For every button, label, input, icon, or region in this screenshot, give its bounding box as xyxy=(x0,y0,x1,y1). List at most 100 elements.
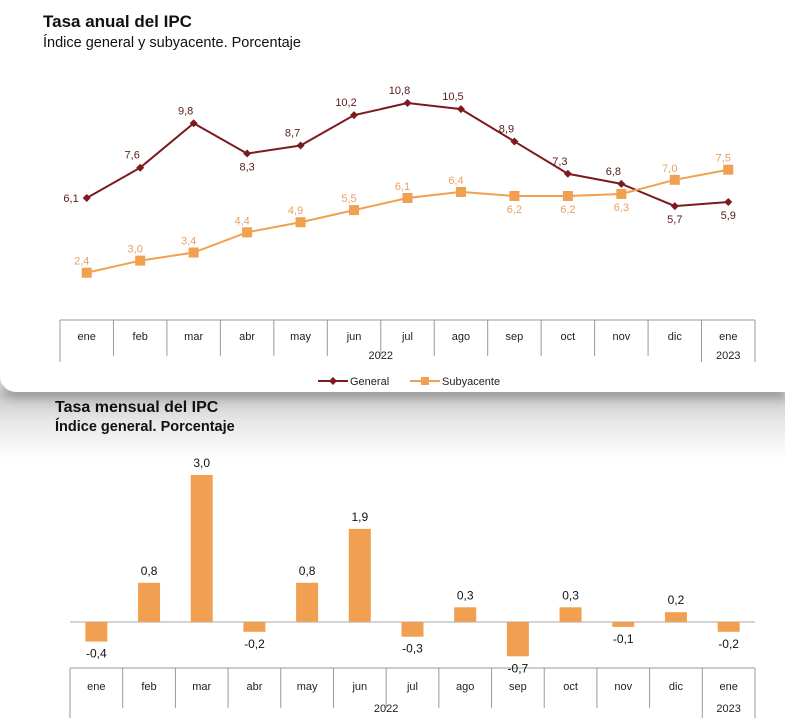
data-point-subyacente xyxy=(135,255,146,266)
data-point-subyacente xyxy=(723,164,734,175)
data-label: 9,8 xyxy=(178,105,193,117)
x-tick-label: jul xyxy=(406,681,418,693)
x-tick-label: jun xyxy=(346,331,362,343)
bar-label: 0,8 xyxy=(299,564,316,578)
bar-label: 0,2 xyxy=(668,593,685,607)
annual-chart-title: Tasa anual del IPC xyxy=(43,12,192,31)
data-label: 5,9 xyxy=(721,210,736,222)
x-tick-label: may xyxy=(297,681,318,693)
data-label: 7,6 xyxy=(125,150,140,162)
data-label: 8,9 xyxy=(499,123,514,135)
data-label: 5,7 xyxy=(667,214,682,226)
annual-chart-subtitle: Índice general y subyacente. Porcentaje xyxy=(43,35,301,51)
data-point-general xyxy=(296,141,305,150)
data-label: 4,9 xyxy=(288,205,303,217)
data-point-general xyxy=(136,163,145,172)
legend-marker xyxy=(329,377,337,385)
data-label: 6,1 xyxy=(63,193,78,205)
x-tick-label: abr xyxy=(246,681,262,693)
monthly-chart-title: Tasa mensual del IPC xyxy=(55,399,219,416)
bar-label: -0,2 xyxy=(718,637,739,651)
bar xyxy=(559,607,582,622)
data-label: 6,1 xyxy=(395,181,410,193)
x-tick-label: mar xyxy=(192,681,211,693)
data-label: 6,2 xyxy=(507,204,522,216)
data-point-subyacente xyxy=(455,186,466,197)
bar-label: -0,1 xyxy=(613,632,634,646)
x-tick-label: ago xyxy=(456,681,474,693)
data-point-subyacente xyxy=(616,188,627,199)
data-point-general xyxy=(563,169,572,178)
data-point-general xyxy=(617,179,626,188)
x-tick-label: oct xyxy=(563,681,578,693)
bar xyxy=(401,622,424,637)
data-point-subyacente xyxy=(295,217,306,228)
data-label: 10,5 xyxy=(442,91,463,103)
data-label: 5,5 xyxy=(341,193,356,205)
bar-label: -0,4 xyxy=(86,647,107,661)
data-label: 6,2 xyxy=(560,204,575,216)
bar xyxy=(85,622,108,642)
data-label: 6,3 xyxy=(614,202,629,214)
data-label: 3,0 xyxy=(128,244,143,256)
x-year-label: 2023 xyxy=(716,350,740,362)
bar xyxy=(138,582,161,622)
data-label: 2,4 xyxy=(74,256,89,268)
data-point-general xyxy=(670,202,679,211)
x-tick-label: ene xyxy=(719,331,737,343)
data-label: 10,2 xyxy=(335,97,356,109)
bar-label: 1,9 xyxy=(351,510,368,524)
legend-marker xyxy=(421,377,429,385)
x-tick-label: abr xyxy=(239,331,255,343)
data-point-subyacente xyxy=(349,205,360,216)
x-tick-label: nov xyxy=(614,681,632,693)
bar-label: -0,3 xyxy=(402,642,423,656)
data-point-subyacente xyxy=(509,190,520,201)
x-tick-label: may xyxy=(290,331,311,343)
x-tick-label: ene xyxy=(87,681,105,693)
data-label: 8,7 xyxy=(285,127,300,139)
bar xyxy=(190,475,213,622)
data-point-general xyxy=(456,105,465,114)
x-year-label: 2022 xyxy=(369,350,393,362)
x-tick-label: ene xyxy=(719,681,737,693)
bar-label: -0,2 xyxy=(244,637,265,651)
x-tick-label: ene xyxy=(78,331,96,343)
bar xyxy=(664,612,687,622)
x-tick-label: dic xyxy=(668,331,683,343)
data-point-general xyxy=(724,198,733,207)
data-point-subyacente xyxy=(188,247,199,258)
x-year-label: 2023 xyxy=(716,703,740,715)
x-tick-label: feb xyxy=(133,331,148,343)
data-label: 8,3 xyxy=(239,162,254,174)
legend-label: Subyacente xyxy=(442,376,500,388)
bar-label: 0,3 xyxy=(562,588,579,602)
bar xyxy=(296,582,319,622)
data-label: 3,4 xyxy=(181,236,196,248)
x-tick-label: oct xyxy=(561,331,576,343)
bar xyxy=(243,622,266,632)
data-label: 4,4 xyxy=(234,215,249,227)
data-point-general xyxy=(350,111,359,120)
bar-label: 3,0 xyxy=(193,456,210,470)
x-tick-label: nov xyxy=(612,331,630,343)
bar-label: 0,8 xyxy=(141,564,158,578)
x-tick-label: mar xyxy=(184,331,203,343)
data-point-subyacente xyxy=(669,174,680,185)
data-label: 7,3 xyxy=(552,156,567,168)
bar xyxy=(454,607,477,622)
x-tick-label: ago xyxy=(452,331,470,343)
x-tick-label: feb xyxy=(141,681,156,693)
bar xyxy=(717,622,740,632)
data-label: 6,4 xyxy=(448,175,463,187)
x-tick-label: jul xyxy=(401,331,413,343)
data-label: 6,8 xyxy=(606,166,621,178)
bar xyxy=(612,622,635,627)
data-point-subyacente xyxy=(562,190,573,201)
data-point-general xyxy=(82,194,91,202)
data-point-subyacente xyxy=(402,193,413,203)
bar-label: -0,7 xyxy=(508,661,529,675)
data-point-subyacente xyxy=(242,227,253,238)
x-tick-label: sep xyxy=(506,331,524,343)
